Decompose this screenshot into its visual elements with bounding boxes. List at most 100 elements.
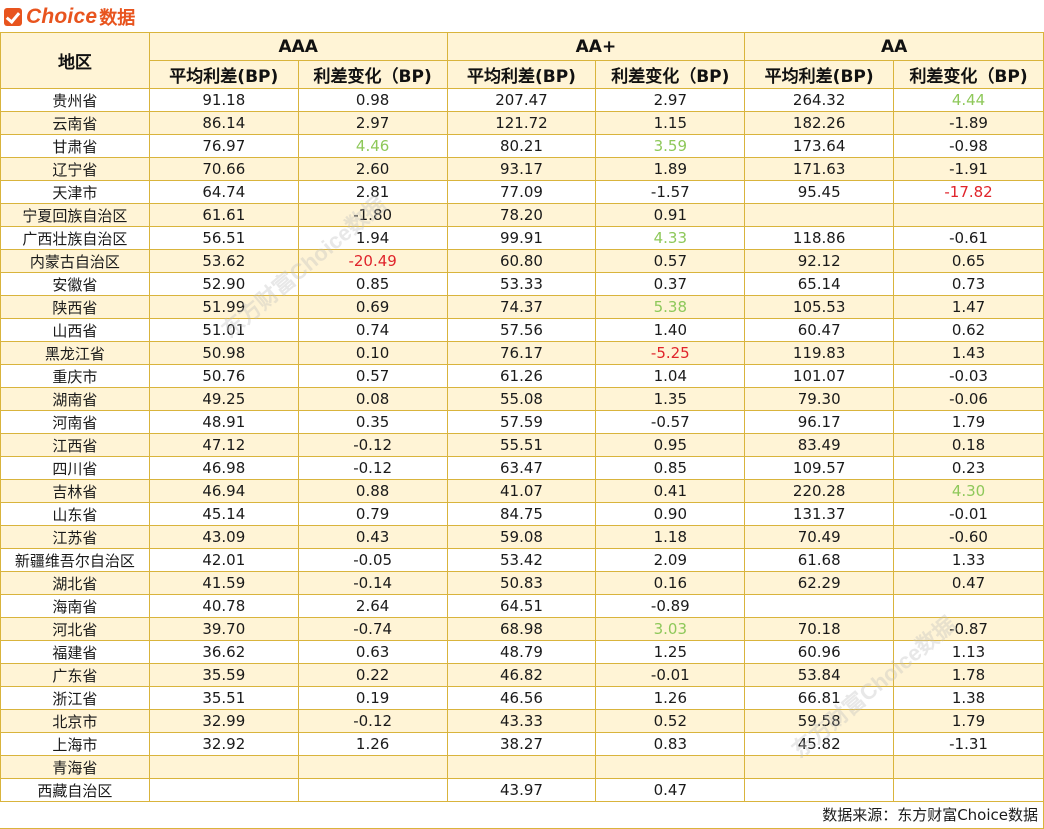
avg-spread-cell: 46.82: [446, 663, 597, 687]
table-row: 江苏省 43.09 0.43 59.08 1.18 70.49 -0.60: [0, 525, 1044, 549]
table-row: 北京市 32.99 -0.12 43.33 0.52 59.58 1.79: [0, 709, 1044, 733]
region-cell: 广东省: [0, 663, 150, 687]
group-header-aa: AA: [744, 32, 1044, 61]
avg-spread-cell: 119.83: [744, 341, 895, 365]
avg-spread-cell: 207.47: [446, 88, 597, 112]
avg-spread-cell: [744, 755, 895, 779]
spread-change-cell: 1.26: [297, 732, 448, 756]
spread-change-cell: 0.73: [893, 272, 1044, 296]
region-cell: 青海省: [0, 755, 150, 779]
table-row: 陕西省 51.99 0.69 74.37 5.38 105.53 1.47: [0, 295, 1044, 319]
spread-change-cell: 0.19: [297, 686, 448, 710]
spread-change-cell: -0.12: [297, 433, 448, 457]
avg-spread-cell: 53.33: [446, 272, 597, 296]
region-cell: 甘肃省: [0, 134, 150, 158]
spread-change-cell: 1.18: [595, 525, 746, 549]
region-cell: 湖北省: [0, 571, 150, 595]
spread-change-cell: 1.40: [595, 318, 746, 342]
region-cell: 北京市: [0, 709, 150, 733]
table-row: 重庆市 50.76 0.57 61.26 1.04 101.07 -0.03: [0, 364, 1044, 388]
region-cell: 云南省: [0, 111, 150, 135]
avg-spread-cell: 57.59: [446, 410, 597, 434]
region-cell: 安徽省: [0, 272, 150, 296]
table-body: 贵州省 91.18 0.98 207.47 2.97 264.32 4.44 云南省 86.14…: [0, 88, 1044, 802]
spread-change-cell: 1.04: [595, 364, 746, 388]
region-header: 地区: [0, 32, 150, 89]
avg-spread-cell: [744, 778, 895, 802]
avg-spread-cell: 84.75: [446, 502, 597, 526]
table-row: 浙江省 35.51 0.19 46.56 1.26 66.81 1.38: [0, 686, 1044, 710]
spread-change-cell: 1.94: [297, 226, 448, 250]
spread-change-cell: 1.26: [595, 686, 746, 710]
spread-change-cell: [893, 755, 1044, 779]
avg-spread-cell: 61.26: [446, 364, 597, 388]
spread-change-cell: 0.35: [297, 410, 448, 434]
table-row: 宁夏回族自治区 61.61 -1.80 78.20 0.91: [0, 203, 1044, 227]
spread-change-cell: 4.46: [297, 134, 448, 158]
avg-spread-cell: 59.08: [446, 525, 597, 549]
region-cell: 海南省: [0, 594, 150, 618]
spread-change-cell: -0.12: [297, 709, 448, 733]
spread-change-cell: 1.38: [893, 686, 1044, 710]
table-row: 山西省 51.01 0.74 57.56 1.40 60.47 0.62: [0, 318, 1044, 342]
spread-change-cell: -0.14: [297, 571, 448, 595]
spread-change-cell: -1.80: [297, 203, 448, 227]
region-cell: 河北省: [0, 617, 150, 641]
table-row: 青海省: [0, 755, 1044, 779]
spread-change-cell: 0.57: [297, 364, 448, 388]
table-row: 安徽省 52.90 0.85 53.33 0.37 65.14 0.73: [0, 272, 1044, 296]
region-cell: 山东省: [0, 502, 150, 526]
spread-change-cell: 0.88: [297, 479, 448, 503]
table-row: 河南省 48.91 0.35 57.59 -0.57 96.17 1.79: [0, 410, 1044, 434]
avg-spread-cell: 35.51: [148, 686, 299, 710]
avg-spread-cell: 52.90: [148, 272, 299, 296]
brand-suffix: 数据: [99, 8, 136, 29]
avg-spread-cell: 101.07: [744, 364, 895, 388]
avg-spread-cell: 109.57: [744, 456, 895, 480]
avg-spread-cell: 35.59: [148, 663, 299, 687]
region-cell: 重庆市: [0, 364, 150, 388]
region-cell: 天津市: [0, 180, 150, 204]
region-cell: 江苏省: [0, 525, 150, 549]
spread-change-cell: 2.97: [595, 88, 746, 112]
spread-change-cell: 1.35: [595, 387, 746, 411]
region-cell: 西藏自治区: [0, 778, 150, 802]
avg-spread-cell: 55.51: [446, 433, 597, 457]
region-cell: 吉林省: [0, 479, 150, 503]
spread-change-cell: 1.43: [893, 341, 1044, 365]
table-row: 吉林省 46.94 0.88 41.07 0.41 220.28 4.30: [0, 479, 1044, 503]
avg-spread-cell: 45.14: [148, 502, 299, 526]
spread-change-cell: 0.47: [893, 571, 1044, 595]
spread-change-cell: -5.25: [595, 341, 746, 365]
avg-spread-cell: 99.91: [446, 226, 597, 250]
spread-change-cell: 0.91: [595, 203, 746, 227]
spread-change-cell: -0.89: [595, 594, 746, 618]
subheader-spread-change: 利差变化（BP): [297, 60, 448, 89]
avg-spread-cell: 60.80: [446, 249, 597, 273]
avg-spread-cell: 46.94: [148, 479, 299, 503]
avg-spread-cell: 36.62: [148, 640, 299, 664]
spread-change-cell: 0.95: [595, 433, 746, 457]
table-row: 西藏自治区 43.97 0.47: [0, 778, 1044, 802]
avg-spread-cell: 46.56: [446, 686, 597, 710]
avg-spread-cell: 76.97: [148, 134, 299, 158]
spread-change-cell: 0.65: [893, 249, 1044, 273]
region-cell: 湖南省: [0, 387, 150, 411]
spread-change-cell: 2.97: [297, 111, 448, 135]
avg-spread-cell: 53.42: [446, 548, 597, 572]
region-cell: 辽宁省: [0, 157, 150, 181]
spread-change-cell: 0.23: [893, 456, 1044, 480]
subheader-spread-change: 利差变化（BP): [595, 60, 746, 89]
avg-spread-cell: 45.82: [744, 732, 895, 756]
avg-spread-cell: 60.47: [744, 318, 895, 342]
spread-change-cell: 1.78: [893, 663, 1044, 687]
spread-change-cell: -1.91: [893, 157, 1044, 181]
avg-spread-cell: 70.66: [148, 157, 299, 181]
avg-spread-cell: 93.17: [446, 157, 597, 181]
region-cell: 黑龙江省: [0, 341, 150, 365]
avg-spread-cell: 43.97: [446, 778, 597, 802]
avg-spread-cell: 32.92: [148, 732, 299, 756]
spread-change-cell: -0.03: [893, 364, 1044, 388]
avg-spread-cell: 61.61: [148, 203, 299, 227]
table-row: 新疆维吾尔自治区 42.01 -0.05 53.42 2.09 61.68 1.33: [0, 548, 1044, 572]
